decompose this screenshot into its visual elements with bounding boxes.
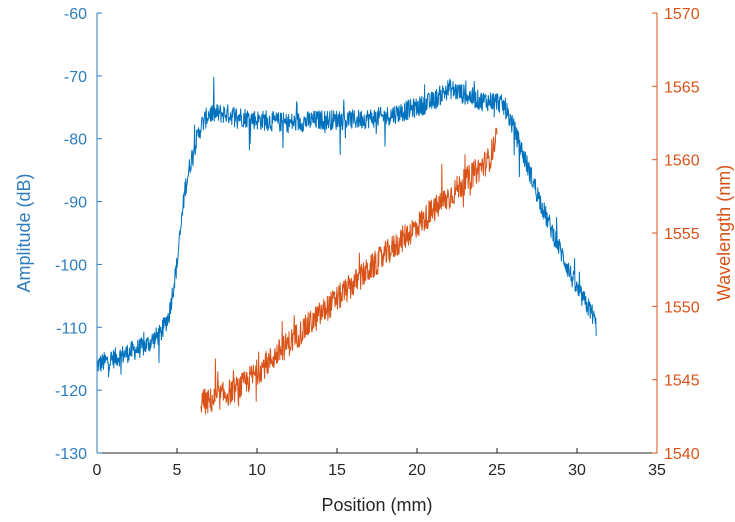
right-y-axis-title: Wavelength (nm) bbox=[714, 165, 734, 301]
x-tick-label: 15 bbox=[328, 462, 346, 479]
x-tick-label: 0 bbox=[93, 462, 102, 479]
x-axis-title: Position (mm) bbox=[321, 495, 432, 515]
left-y-tick-label: -110 bbox=[56, 320, 87, 337]
left-y-tick-label: -70 bbox=[64, 69, 87, 86]
left-y-axis-title: Amplitude (dB) bbox=[14, 173, 34, 292]
x-tick-label: 10 bbox=[248, 462, 266, 479]
x-tick-label: 25 bbox=[488, 462, 506, 479]
right-y-tick-label: 1565 bbox=[664, 79, 700, 96]
left-y-tick-label: -130 bbox=[55, 446, 87, 463]
right-y-tick-label: 1545 bbox=[664, 373, 700, 390]
x-tick-label: 30 bbox=[568, 462, 586, 479]
left-y-tick-label: -80 bbox=[64, 132, 87, 149]
right-y-tick-label: 1555 bbox=[664, 226, 700, 243]
left-y-tick-label: -120 bbox=[55, 383, 87, 400]
right-y-tick-label: 1550 bbox=[664, 299, 700, 316]
plot-area bbox=[96, 76, 597, 415]
right-y-tick-label: 1560 bbox=[664, 153, 700, 170]
left-y-tick-label: -90 bbox=[64, 195, 87, 212]
series-line-amplitude bbox=[96, 76, 597, 378]
right-y-tick-label: 1570 bbox=[664, 6, 700, 23]
x-tick-label: 20 bbox=[408, 462, 426, 479]
axes: 0 5 10 15 20 25 30 35 -130 -120 -110 -100 -90 -80 -70 -… bbox=[55, 6, 700, 479]
x-tick-label: 5 bbox=[173, 462, 182, 479]
left-y-tick-label: -100 bbox=[55, 257, 87, 274]
right-y-tick-label: 1540 bbox=[664, 446, 700, 463]
x-tick-label: 35 bbox=[648, 462, 666, 479]
series-line-wavelength bbox=[200, 127, 498, 415]
left-y-tick-label: -60 bbox=[64, 6, 87, 23]
